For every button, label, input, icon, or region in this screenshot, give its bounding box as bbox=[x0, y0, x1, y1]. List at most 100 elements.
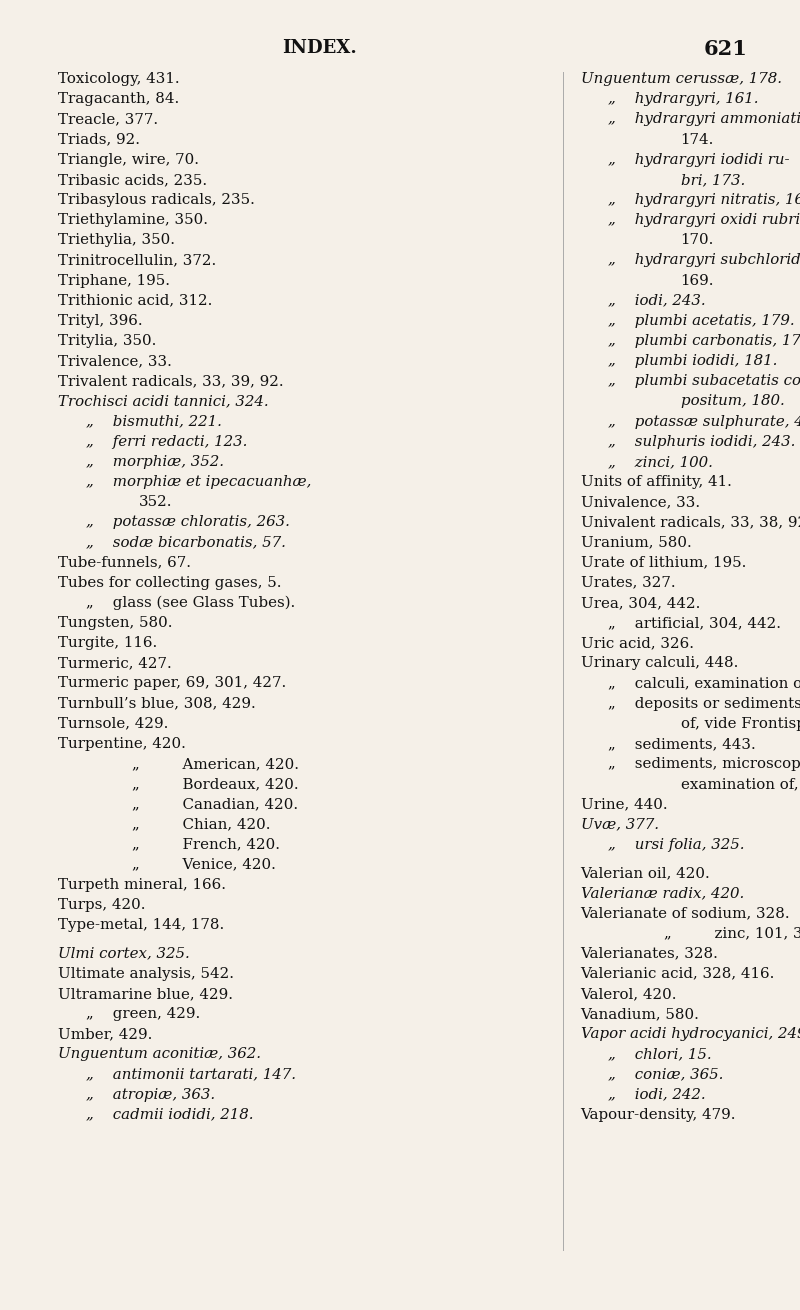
Text: Ultimate analysis, 542.: Ultimate analysis, 542. bbox=[58, 967, 234, 981]
Text: Urates, 327.: Urates, 327. bbox=[581, 575, 675, 590]
Text: Valerianates, 328.: Valerianates, 328. bbox=[581, 947, 718, 960]
Text: Treacle, 377.: Treacle, 377. bbox=[58, 113, 158, 127]
Text: „    plumbi iodidi, 181.: „ plumbi iodidi, 181. bbox=[608, 354, 778, 368]
Text: Unguentum cerussæ, 178.: Unguentum cerussæ, 178. bbox=[581, 72, 782, 86]
Text: positum, 180.: positum, 180. bbox=[681, 394, 784, 409]
Text: Vanadium, 580.: Vanadium, 580. bbox=[581, 1007, 699, 1020]
Text: Ultramarine blue, 429.: Ultramarine blue, 429. bbox=[58, 986, 234, 1001]
Text: Units of affinity, 41.: Units of affinity, 41. bbox=[581, 476, 731, 489]
Text: bri, 173.: bri, 173. bbox=[681, 173, 745, 187]
Text: „    coniæ, 365.: „ coniæ, 365. bbox=[608, 1068, 724, 1081]
Text: of, vide Frontispiece.: of, vide Frontispiece. bbox=[681, 717, 800, 731]
Text: „    plumbi acetatis, 179.: „ plumbi acetatis, 179. bbox=[608, 314, 795, 328]
Text: Uric acid, 326.: Uric acid, 326. bbox=[581, 637, 694, 650]
Text: Turmeric paper, 69, 301, 427.: Turmeric paper, 69, 301, 427. bbox=[58, 676, 286, 690]
Text: Valerol, 420.: Valerol, 420. bbox=[581, 986, 677, 1001]
Text: Tube-funnels, 67.: Tube-funnels, 67. bbox=[58, 555, 191, 570]
Text: Urinary calculi, 448.: Urinary calculi, 448. bbox=[581, 656, 738, 671]
Text: „         French, 420.: „ French, 420. bbox=[132, 837, 280, 852]
Text: Urine, 440.: Urine, 440. bbox=[581, 798, 667, 811]
Text: Vapor acidi hydrocyanici, 249.: Vapor acidi hydrocyanici, 249. bbox=[581, 1027, 800, 1041]
Text: Tribasylous radicals, 235.: Tribasylous radicals, 235. bbox=[58, 193, 255, 207]
Text: „    zinci, 100.: „ zinci, 100. bbox=[608, 455, 714, 469]
Text: „    chlori, 15.: „ chlori, 15. bbox=[608, 1047, 712, 1061]
Text: „         Bordeaux, 420.: „ Bordeaux, 420. bbox=[132, 777, 298, 791]
Text: „    sediments, microscopical: „ sediments, microscopical bbox=[608, 757, 800, 772]
Text: Uranium, 580.: Uranium, 580. bbox=[581, 536, 691, 549]
Text: „    hydrargyri nitratis, 165.: „ hydrargyri nitratis, 165. bbox=[608, 193, 800, 207]
Text: „    antimonii tartarati, 147.: „ antimonii tartarati, 147. bbox=[86, 1068, 296, 1081]
Text: „    hydrargyri, 161.: „ hydrargyri, 161. bbox=[608, 93, 759, 106]
Text: Turpeth mineral, 166.: Turpeth mineral, 166. bbox=[58, 878, 226, 892]
Text: Valerianæ radix, 420.: Valerianæ radix, 420. bbox=[581, 886, 744, 900]
Text: Tubes for collecting gases, 5.: Tubes for collecting gases, 5. bbox=[58, 575, 282, 590]
Text: 170.: 170. bbox=[681, 233, 714, 248]
Text: „    morphiæ et ipecacuanhæ,: „ morphiæ et ipecacuanhæ, bbox=[86, 476, 311, 489]
Text: Trinitrocellulin, 372.: Trinitrocellulin, 372. bbox=[58, 253, 217, 267]
Text: 352.: 352. bbox=[139, 495, 172, 510]
Text: Turps, 420.: Turps, 420. bbox=[58, 897, 146, 912]
Text: Trithionic acid, 312.: Trithionic acid, 312. bbox=[58, 293, 213, 308]
Text: Urate of lithium, 195.: Urate of lithium, 195. bbox=[581, 555, 746, 570]
Text: Tritylia, 350.: Tritylia, 350. bbox=[58, 334, 157, 348]
Text: „    hydrargyri iodidi ru-: „ hydrargyri iodidi ru- bbox=[608, 153, 790, 166]
Text: „    atropiæ, 363.: „ atropiæ, 363. bbox=[86, 1087, 215, 1102]
Text: Urea, 304, 442.: Urea, 304, 442. bbox=[581, 596, 700, 610]
Text: „         American, 420.: „ American, 420. bbox=[132, 757, 299, 772]
Text: Turpentine, 420.: Turpentine, 420. bbox=[58, 736, 186, 751]
Text: Trivalence, 33.: Trivalence, 33. bbox=[58, 354, 172, 368]
Text: „    ferri redacti, 123.: „ ferri redacti, 123. bbox=[86, 435, 247, 449]
Text: „    hydrargyri ammoniati,: „ hydrargyri ammoniati, bbox=[608, 113, 800, 127]
Text: „    sulphuris iodidi, 243.: „ sulphuris iodidi, 243. bbox=[608, 435, 796, 449]
Text: Trivalent radicals, 33, 39, 92.: Trivalent radicals, 33, 39, 92. bbox=[58, 375, 284, 388]
Text: „    hydrargyri subchloridi,: „ hydrargyri subchloridi, bbox=[608, 253, 800, 267]
Text: „    iodi, 242.: „ iodi, 242. bbox=[608, 1087, 706, 1102]
Text: „    hydrargyri oxidi rubri,: „ hydrargyri oxidi rubri, bbox=[608, 214, 800, 227]
Text: „    potassæ chloratis, 263.: „ potassæ chloratis, 263. bbox=[86, 515, 290, 529]
Text: „         Chian, 420.: „ Chian, 420. bbox=[132, 817, 270, 832]
Text: Univalent radicals, 33, 38, 92.: Univalent radicals, 33, 38, 92. bbox=[581, 515, 800, 529]
Text: Vapour-density, 479.: Vapour-density, 479. bbox=[581, 1108, 736, 1121]
Text: „    calculi, examination of, 448.: „ calculi, examination of, 448. bbox=[608, 676, 800, 690]
Text: Tungsten, 580.: Tungsten, 580. bbox=[58, 616, 173, 630]
Text: Univalence, 33.: Univalence, 33. bbox=[581, 495, 700, 510]
Text: Tragacanth, 84.: Tragacanth, 84. bbox=[58, 93, 179, 106]
Text: „    ursi folia, 325.: „ ursi folia, 325. bbox=[608, 837, 745, 852]
Text: „    bismuthi, 221.: „ bismuthi, 221. bbox=[86, 414, 222, 428]
Text: „    sediments, 443.: „ sediments, 443. bbox=[608, 736, 756, 751]
Text: „    potassæ sulphurate, 40.: „ potassæ sulphurate, 40. bbox=[608, 414, 800, 428]
Text: 174.: 174. bbox=[681, 132, 714, 147]
Text: Turnbull’s blue, 308, 429.: Turnbull’s blue, 308, 429. bbox=[58, 697, 256, 710]
Text: „         Canadian, 420.: „ Canadian, 420. bbox=[132, 798, 298, 811]
Text: Turgite, 116.: Turgite, 116. bbox=[58, 637, 158, 650]
Text: Uvæ, 377.: Uvæ, 377. bbox=[581, 817, 658, 832]
Text: examination of, 445.: examination of, 445. bbox=[681, 777, 800, 791]
Text: Tribasic acids, 235.: Tribasic acids, 235. bbox=[58, 173, 207, 187]
Text: „    iodi, 243.: „ iodi, 243. bbox=[608, 293, 706, 308]
Text: Valerianic acid, 328, 416.: Valerianic acid, 328, 416. bbox=[581, 967, 775, 981]
Text: „    deposits or sediments, plates: „ deposits or sediments, plates bbox=[608, 697, 800, 710]
Text: 169.: 169. bbox=[681, 274, 714, 288]
Text: Triads, 92.: Triads, 92. bbox=[58, 132, 140, 147]
Text: Triethylamine, 350.: Triethylamine, 350. bbox=[58, 214, 208, 227]
Text: Type-metal, 144, 178.: Type-metal, 144, 178. bbox=[58, 918, 225, 931]
Text: „    sodæ bicarbonatis, 57.: „ sodæ bicarbonatis, 57. bbox=[86, 536, 286, 549]
Text: Triphane, 195.: Triphane, 195. bbox=[58, 274, 170, 288]
Text: Turmeric, 427.: Turmeric, 427. bbox=[58, 656, 172, 671]
Text: Trochisci acidi tannici, 324.: Trochisci acidi tannici, 324. bbox=[58, 394, 269, 409]
Text: Unguentum aconitiæ, 362.: Unguentum aconitiæ, 362. bbox=[58, 1047, 262, 1061]
Text: Trityl, 396.: Trityl, 396. bbox=[58, 314, 143, 328]
Text: 621: 621 bbox=[703, 39, 747, 59]
Text: „    green, 429.: „ green, 429. bbox=[86, 1007, 200, 1020]
Text: Ulmi cortex, 325.: Ulmi cortex, 325. bbox=[58, 947, 190, 960]
Text: Umber, 429.: Umber, 429. bbox=[58, 1027, 153, 1041]
Text: „    plumbi carbonatis, 178.: „ plumbi carbonatis, 178. bbox=[608, 334, 800, 348]
Text: Toxicology, 431.: Toxicology, 431. bbox=[58, 72, 180, 86]
Text: Valerianate of sodium, 328.: Valerianate of sodium, 328. bbox=[581, 907, 790, 920]
Text: INDEX.: INDEX. bbox=[282, 39, 357, 56]
Text: „    artificial, 304, 442.: „ artificial, 304, 442. bbox=[608, 616, 782, 630]
Text: Valerian oil, 420.: Valerian oil, 420. bbox=[581, 866, 710, 880]
Text: „    morphiæ, 352.: „ morphiæ, 352. bbox=[86, 455, 224, 469]
Text: „         zinc, 101, 329.: „ zinc, 101, 329. bbox=[664, 926, 800, 941]
Text: „    cadmii iodidi, 218.: „ cadmii iodidi, 218. bbox=[86, 1108, 254, 1121]
